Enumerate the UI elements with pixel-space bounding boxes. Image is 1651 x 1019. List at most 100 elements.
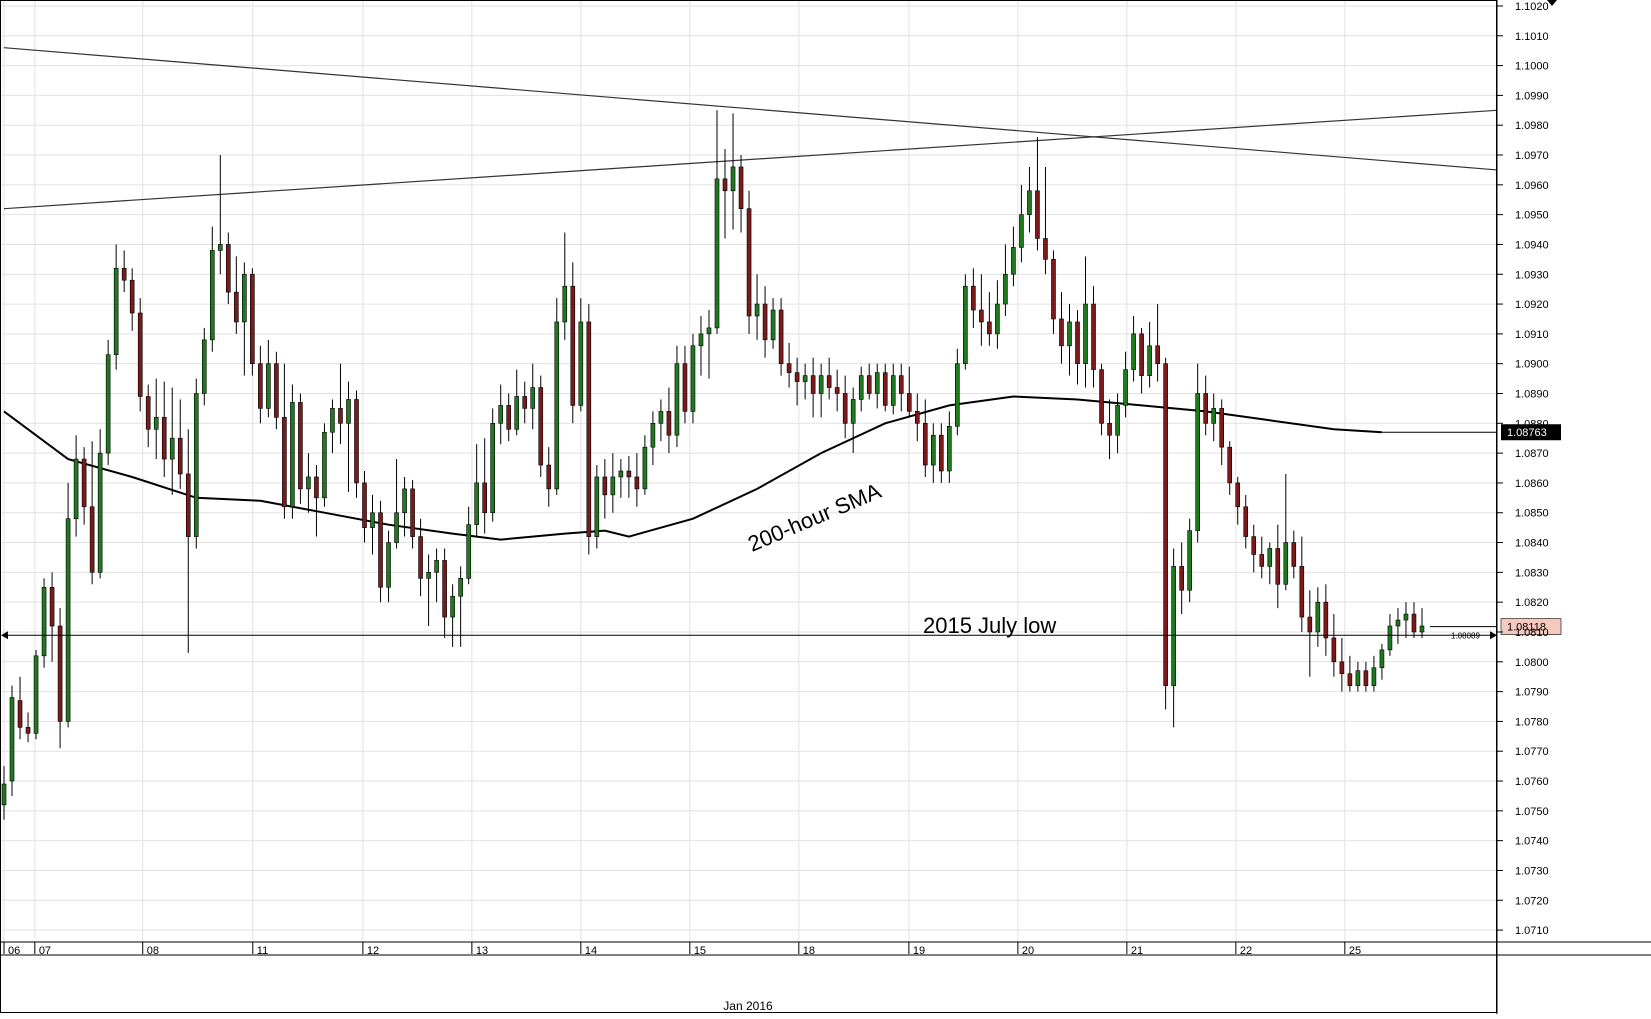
candle-body [1387, 625, 1393, 651]
support-arrow-right [1490, 631, 1497, 640]
candle-body [722, 178, 728, 192]
candle-body [65, 518, 71, 722]
support-annotation: 2015 July low [923, 613, 1056, 638]
x-tick-label: 20 [1022, 945, 1034, 957]
candle-body [1067, 321, 1072, 347]
y-tick-label: 1.0810 [1515, 627, 1549, 639]
candle-body [746, 208, 752, 317]
y-tick-label: 1.0790 [1515, 687, 1549, 699]
candle-body [113, 267, 119, 356]
x-axis-label: Jan 2016 [723, 999, 773, 1013]
candle-body [322, 431, 327, 499]
candle-body [1339, 661, 1345, 675]
candle-body [1187, 530, 1192, 591]
candle-body [1163, 363, 1168, 686]
candle-body [442, 560, 447, 618]
candle-body [201, 339, 207, 394]
candle-body [1203, 393, 1208, 424]
candle-body [1051, 259, 1056, 320]
y-tick-label: 1.0750 [1515, 806, 1549, 818]
y-tick-label: 1.0880 [1515, 418, 1549, 430]
candle-body [706, 327, 712, 335]
candle-body [1027, 190, 1032, 215]
candle-body [274, 363, 279, 418]
grid [0, 0, 1497, 942]
candle-body [858, 375, 864, 400]
candle-body [234, 291, 239, 323]
x-tick-label: 18 [803, 945, 815, 957]
candle-body [1267, 548, 1273, 567]
candle-body [209, 250, 215, 341]
candle-body [177, 437, 183, 475]
candle-body [1323, 601, 1329, 639]
y-tick-label: 1.0930 [1515, 269, 1549, 281]
candle-body [1115, 405, 1120, 436]
x-tick-label: 12 [367, 945, 379, 957]
y-tick-label: 1.0900 [1515, 359, 1549, 371]
candle-body [330, 408, 335, 433]
y-tick-label: 1.0710 [1515, 925, 1549, 937]
candle-body [1243, 506, 1249, 537]
candle-body [898, 375, 904, 394]
y-tick-label: 1.0760 [1515, 776, 1549, 788]
candle-body [1379, 649, 1385, 669]
candle-body [258, 363, 263, 409]
candle-body [642, 446, 648, 490]
x-tick-label: 06 [8, 945, 20, 957]
candle-body [626, 470, 632, 478]
candle-body [41, 586, 47, 657]
x-tick-label: 21 [1131, 945, 1143, 957]
candle-body [842, 393, 848, 424]
candle-body [266, 363, 271, 409]
candle-body [1219, 408, 1225, 448]
candle-body [1403, 613, 1409, 621]
support-value-label: 1.08089 [1451, 631, 1480, 640]
candle-body [522, 396, 528, 409]
sma-value-box [1501, 424, 1561, 441]
labels: 200-hour SMA 2015 July low Jan 2016 [723, 478, 1056, 1013]
candle-body [161, 417, 167, 460]
candle-body [410, 488, 415, 537]
candle-body [394, 512, 399, 543]
candle-body [810, 375, 816, 394]
candles [1, 110, 1425, 820]
y-tick-label: 1.1000 [1515, 61, 1549, 73]
y-tick-label: 1.0950 [1515, 210, 1549, 222]
y-tick-label: 1.0850 [1515, 508, 1549, 520]
candle-body [89, 506, 95, 573]
candle-body [1099, 369, 1104, 424]
candle-body [1395, 619, 1401, 627]
y-tick-label: 1.0920 [1515, 299, 1549, 311]
candle-body [987, 321, 992, 335]
candle-body [578, 321, 584, 406]
candle-body [418, 536, 423, 579]
y-tick-label: 1.0840 [1515, 538, 1549, 550]
candle-body [218, 244, 223, 251]
y-tick-label: 1.0940 [1515, 239, 1549, 251]
candle-body [586, 321, 592, 537]
candle-body [890, 375, 896, 406]
candle-body [698, 333, 704, 347]
candle-body [490, 423, 495, 514]
candle-body [1, 783, 7, 806]
candle-body [57, 625, 63, 722]
candle-body [802, 375, 808, 382]
candle-body [786, 363, 792, 373]
candle-body [618, 470, 624, 478]
support-arrow-left [1, 631, 8, 640]
candle-body [1195, 393, 1200, 531]
x-tick-label: 19 [913, 945, 925, 957]
candle-body [1075, 321, 1080, 364]
candle-body [762, 303, 768, 341]
trendline-lower-rising [3, 109, 1498, 210]
candle-body [145, 396, 151, 430]
candle-body [866, 375, 872, 394]
candle-body [570, 285, 576, 406]
candle-body [738, 166, 744, 209]
candle-body [386, 542, 391, 588]
candle-body [338, 408, 343, 424]
sma-value-label: 1.08763 [1507, 427, 1547, 439]
candle-body [682, 363, 688, 412]
candle-body [1011, 247, 1016, 275]
